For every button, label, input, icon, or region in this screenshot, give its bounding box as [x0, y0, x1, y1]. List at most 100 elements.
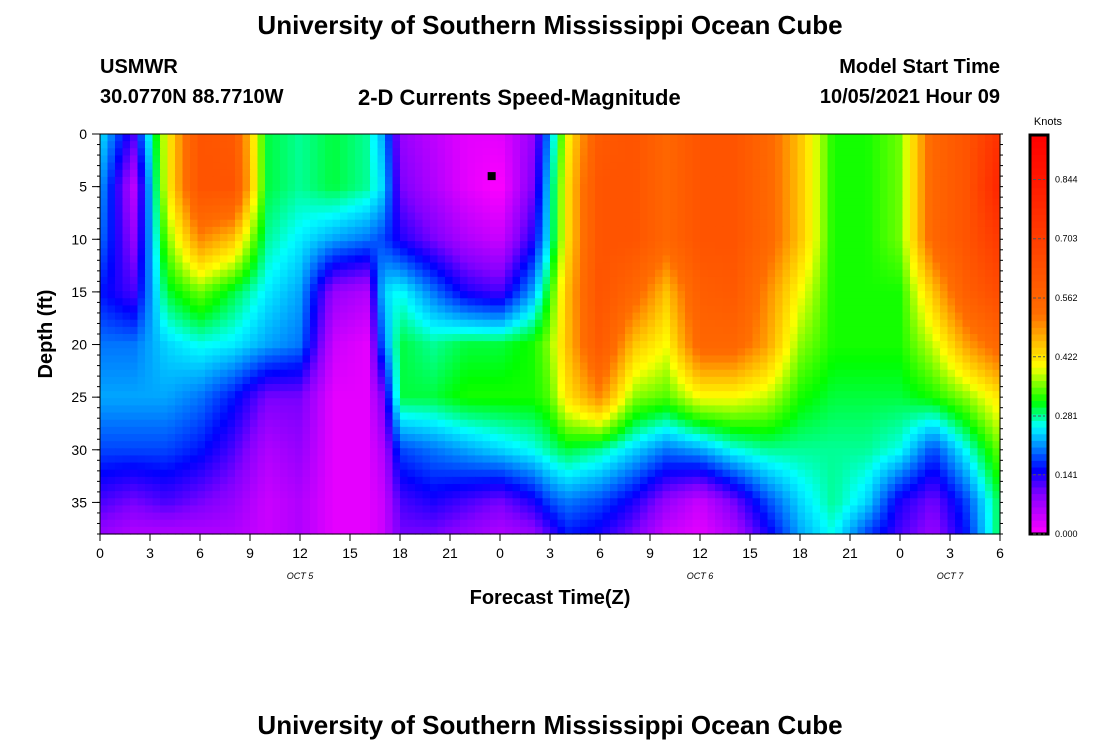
- heat-cell: [265, 291, 274, 299]
- heat-cell: [392, 198, 401, 207]
- heat-cell: [752, 305, 761, 314]
- heat-cell: [760, 198, 769, 207]
- heat-cell: [722, 241, 731, 249]
- heat-cell: [670, 255, 679, 264]
- heat-cell: [625, 376, 634, 385]
- heat-cell: [625, 198, 634, 207]
- heat-cell: [295, 348, 304, 357]
- heat-cell: [880, 169, 889, 178]
- heat-cell: [940, 255, 949, 264]
- heat-cell: [992, 212, 1001, 221]
- heat-cell: [625, 319, 634, 328]
- heat-cell: [917, 248, 926, 257]
- heat-cell: [475, 369, 484, 378]
- heat-cell: [167, 376, 176, 385]
- heat-cell: [325, 334, 334, 342]
- heat-cell: [955, 134, 964, 142]
- heat-cell: [647, 269, 656, 278]
- heat-cell: [895, 291, 904, 299]
- heat-cell: [295, 398, 304, 407]
- heat-cell: [557, 362, 566, 371]
- heat-cell: [190, 248, 199, 257]
- heat-cell: [190, 241, 199, 249]
- heat-cell: [895, 398, 904, 407]
- heat-cell: [872, 419, 881, 428]
- heat-cell: [992, 276, 1001, 285]
- heat-cell: [182, 148, 191, 157]
- heat-cell: [692, 219, 701, 228]
- heat-cell: [160, 205, 169, 214]
- heat-cell: [145, 312, 154, 321]
- heat-cell: [745, 269, 754, 278]
- heat-cell: [512, 348, 521, 357]
- heat-cell: [685, 284, 694, 292]
- heat-cell: [917, 162, 926, 171]
- heat-cell: [512, 384, 521, 392]
- heat-cell: [760, 205, 769, 214]
- heat-cell: [370, 169, 379, 178]
- heat-cell: [827, 205, 836, 214]
- heat-cell: [752, 326, 761, 335]
- heat-cell: [325, 305, 334, 314]
- heat-cell: [137, 262, 146, 271]
- heat-cell: [182, 162, 191, 171]
- heat-cell: [760, 276, 769, 285]
- heat-cell: [610, 319, 619, 328]
- heat-cell: [340, 405, 349, 414]
- heat-cell: [722, 176, 731, 185]
- heat-cell: [925, 148, 934, 157]
- heat-cell: [850, 176, 859, 185]
- heat-cell: [602, 376, 611, 385]
- heat-cell: [445, 412, 454, 421]
- heat-cell: [467, 312, 476, 321]
- heat-cell: [625, 169, 634, 178]
- heat-cell: [235, 326, 244, 335]
- heat-cell: [782, 234, 791, 242]
- heat-cell: [122, 426, 131, 435]
- heat-cell: [580, 226, 589, 235]
- heat-cell: [250, 169, 259, 178]
- heat-cell: [490, 341, 499, 349]
- heat-cell: [197, 184, 206, 192]
- heat-cell: [917, 291, 926, 299]
- heat-cell: [572, 412, 581, 421]
- heat-cell: [385, 405, 394, 414]
- heat-cell: [925, 262, 934, 271]
- heat-cell: [700, 312, 709, 321]
- heat-cell: [767, 212, 776, 221]
- heat-cell: [100, 334, 109, 342]
- heat-cell: [527, 148, 536, 157]
- heat-cell: [100, 305, 109, 314]
- heat-cell: [812, 312, 821, 321]
- heat-cell: [340, 212, 349, 221]
- heat-cell: [925, 291, 934, 299]
- heat-cell: [205, 291, 214, 299]
- heat-cell: [452, 212, 461, 221]
- heat-cell: [760, 391, 769, 399]
- heat-cell: [895, 334, 904, 342]
- heat-cell: [415, 241, 424, 249]
- heat-cell: [167, 384, 176, 392]
- heat-cell: [692, 412, 701, 421]
- heat-cell: [565, 191, 574, 199]
- heat-cell: [400, 412, 409, 421]
- heat-cell: [332, 162, 341, 171]
- heat-cell: [887, 355, 896, 364]
- heat-cell: [677, 141, 686, 149]
- heat-cell: [632, 391, 641, 399]
- heat-cell: [955, 291, 964, 299]
- heat-cell: [265, 355, 274, 364]
- heat-cell: [107, 184, 116, 192]
- heat-cell: [325, 191, 334, 199]
- heat-cell: [257, 341, 266, 349]
- heat-cell: [415, 405, 424, 414]
- heat-cell: [475, 155, 484, 164]
- heat-cell: [857, 369, 866, 378]
- heat-cell: [632, 176, 641, 185]
- heat-cell: [692, 191, 701, 199]
- heat-cell: [115, 355, 124, 364]
- heat-cell: [782, 198, 791, 207]
- heat-cell: [340, 305, 349, 314]
- heat-cell: [955, 198, 964, 207]
- heat-cell: [925, 255, 934, 264]
